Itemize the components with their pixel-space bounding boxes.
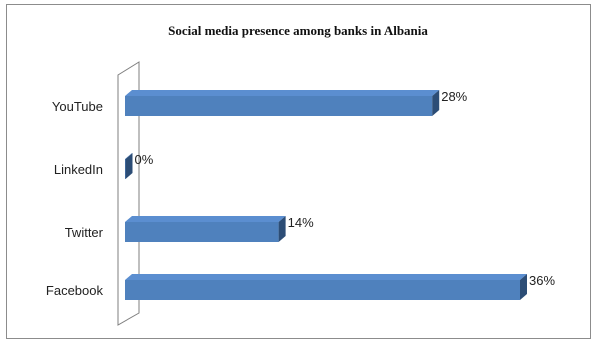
bar-facebook <box>125 274 527 300</box>
category-label-linkedin: LinkedIn <box>54 162 103 177</box>
bar-side-face <box>125 153 133 179</box>
value-label-facebook: 36% <box>529 273 555 288</box>
bar-top-face <box>125 216 286 222</box>
bar-twitter <box>125 216 286 242</box>
bar-top-face <box>125 90 440 96</box>
bar-top-face <box>125 153 133 159</box>
bar-front-face <box>125 159 126 179</box>
bar-front-face <box>125 222 279 242</box>
bar-side-face <box>278 216 286 242</box>
value-label-twitter: 14% <box>288 215 314 230</box>
bar-front-face <box>125 280 520 300</box>
bar-side-face <box>520 274 527 300</box>
bar-front-face <box>125 96 433 116</box>
category-label-twitter: Twitter <box>65 225 104 240</box>
chart-back-wall <box>117 61 140 326</box>
bar-side-face <box>432 90 440 116</box>
value-label-linkedin: 0% <box>135 152 154 167</box>
category-label-facebook: Facebook <box>46 283 104 298</box>
bar-youtube <box>125 90 440 116</box>
bar-linkedin <box>125 153 133 179</box>
value-labels: 28% 0% 14% 36% <box>135 89 556 288</box>
bar-top-face <box>125 274 527 280</box>
bar-series <box>125 90 527 300</box>
category-label-youtube: YouTube <box>52 99 103 114</box>
category-axis-labels: YouTube LinkedIn Twitter Facebook <box>46 99 104 298</box>
back-wall-panel <box>117 61 140 326</box>
chart-title: Social media presence among banks in Alb… <box>168 23 428 38</box>
value-label-youtube: 28% <box>441 89 467 104</box>
